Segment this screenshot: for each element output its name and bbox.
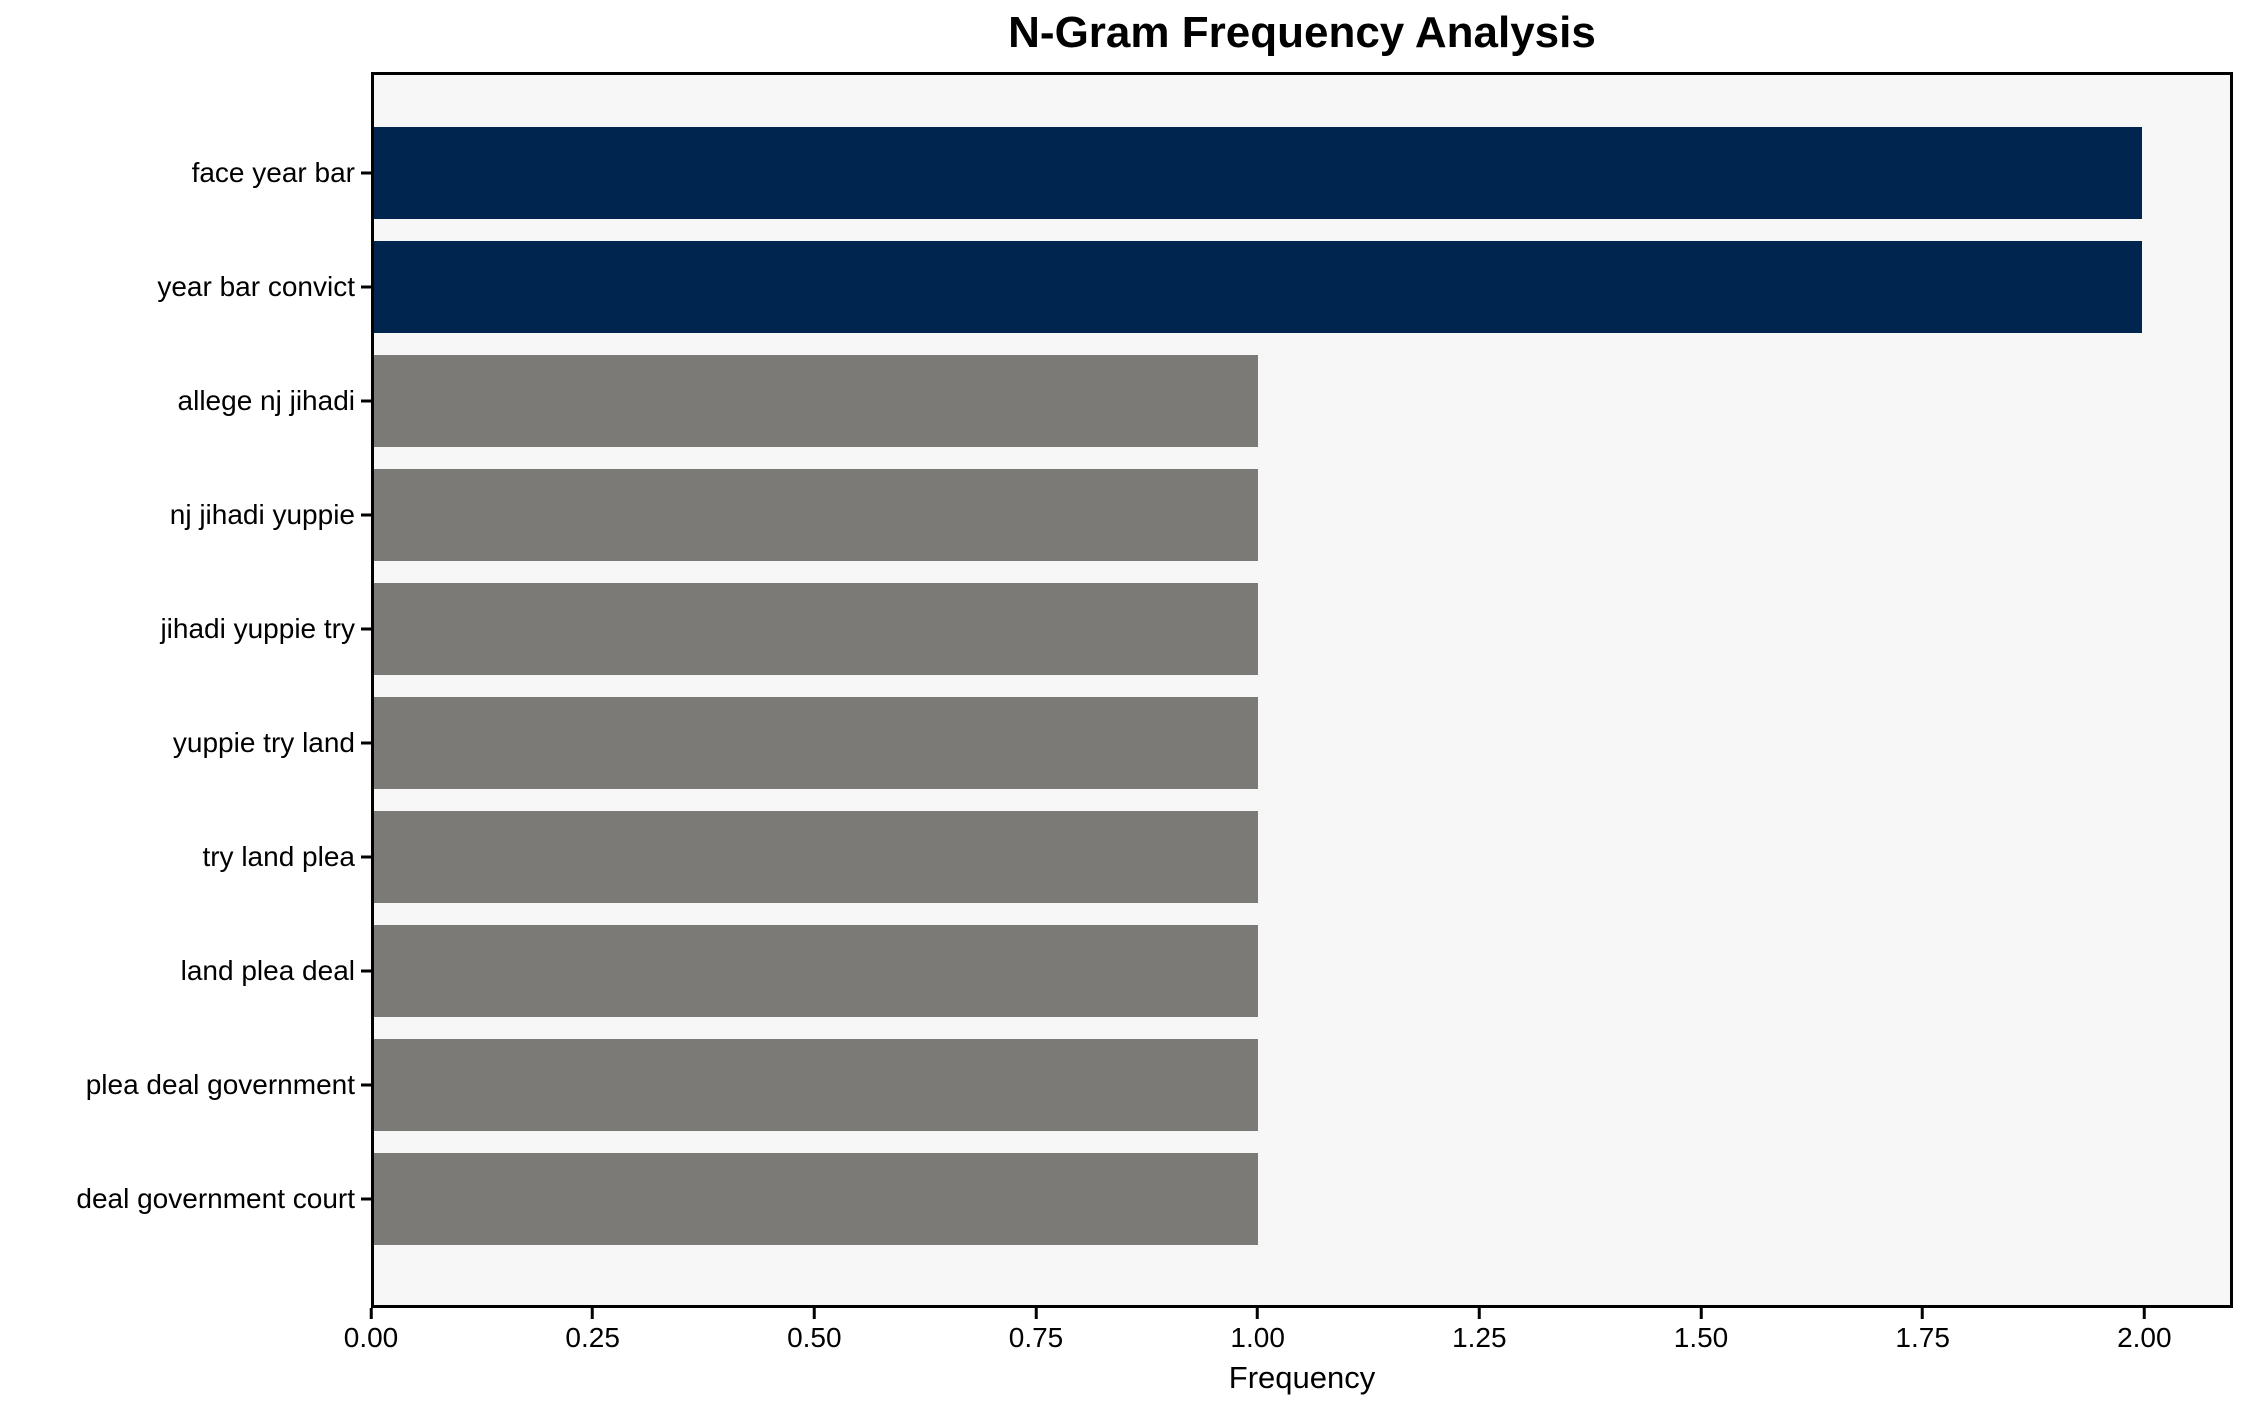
x-tick-mark (1256, 1308, 1260, 1319)
bar-row: yuppie try land (173, 686, 2230, 800)
x-tick-mark (2142, 1308, 2146, 1319)
bar-row: nj jihadi yuppie (170, 458, 2230, 572)
chart-title: N-Gram Frequency Analysis (1008, 8, 1596, 57)
bar (374, 127, 2142, 219)
y-tick-mark (361, 969, 371, 973)
x-tick: 0.25 (565, 1308, 620, 1354)
x-tick-mark (1699, 1308, 1703, 1319)
x-tick: 2.00 (2117, 1308, 2172, 1354)
x-tick: 1.50 (1673, 1308, 1729, 1354)
x-tick-label: 1.75 (1895, 1322, 1950, 1353)
y-tick-mark (361, 285, 371, 289)
plot-area: face year bar year bar convict allege nj j… (76, 72, 2233, 1308)
y-tick-label: yuppie try land (172, 727, 355, 758)
x-tick: 0.00 (343, 1308, 399, 1354)
y-tick-label: plea deal government (85, 1069, 355, 1100)
x-tick: 0.75 (1008, 1308, 1064, 1354)
bar (374, 697, 1258, 789)
x-tick-label: 0.50 (787, 1322, 842, 1353)
y-tick-mark (361, 741, 371, 745)
x-tick-label: 1.50 (1673, 1322, 1729, 1353)
y-tick-label: deal government court (76, 1183, 355, 1214)
y-tick-mark (361, 1083, 371, 1087)
bar (374, 1039, 1258, 1131)
bar (374, 583, 1258, 675)
x-tick: 0.50 (787, 1308, 842, 1354)
bar-row: deal government court (76, 1142, 2230, 1256)
bar (374, 925, 1258, 1017)
x-tick-label: 2.00 (2117, 1322, 2172, 1353)
x-tick-mark (369, 1308, 373, 1319)
y-tick-label: face year bar (191, 157, 355, 188)
y-tick-mark (361, 855, 371, 859)
y-tick-mark (361, 171, 371, 175)
bar (374, 469, 1258, 561)
x-tick-label: 1.00 (1230, 1322, 1285, 1353)
x-tick: 1.25 (1452, 1308, 1507, 1354)
bar-row: jihadi yuppie try (160, 572, 2230, 686)
y-tick-label: nj jihadi yuppie (169, 499, 355, 530)
y-tick-mark (361, 513, 371, 517)
y-tick-label: allege nj jihadi (177, 385, 355, 416)
y-tick-label: jihadi yuppie try (160, 613, 355, 644)
x-tick-mark (1921, 1308, 1925, 1319)
y-tick-mark (361, 399, 371, 403)
bar-row: year bar convict (157, 230, 2230, 344)
bar (374, 811, 1258, 903)
y-tick-mark (361, 1197, 371, 1201)
bar-row: allege nj jihadi (178, 344, 2230, 458)
y-tick-mark (361, 627, 371, 631)
x-tick-mark (1477, 1308, 1481, 1319)
y-tick-label: year bar convict (157, 271, 355, 302)
x-tick-mark (1034, 1308, 1038, 1319)
bar-row: face year bar (192, 116, 2230, 230)
y-tick-label: land plea deal (180, 955, 355, 986)
x-tick: 1.75 (1895, 1308, 1950, 1354)
x-axis-label: Frequency (1228, 1360, 1376, 1395)
bar (374, 241, 2142, 333)
bar (374, 1153, 1258, 1245)
x-tick-mark (812, 1308, 816, 1319)
x-axis: 0.00 0.25 0.50 0.75 1.00 1.25 1.50 1.75 2.00 (344, 1308, 2233, 1358)
x-tick-label: 0.75 (1008, 1322, 1064, 1353)
x-tick-label: 0.00 (343, 1322, 399, 1353)
bar (374, 355, 1258, 447)
x-tick-label: 1.25 (1452, 1322, 1507, 1353)
bars-container: face year bar year bar convict allege nj j… (76, 75, 2230, 1305)
x-tick: 1.00 (1230, 1308, 1285, 1354)
bar-row: plea deal government (86, 1028, 2230, 1142)
x-tick-label: 0.25 (565, 1322, 620, 1353)
bar-row: try land plea (202, 800, 2230, 914)
bar-row: land plea deal (181, 914, 2230, 1028)
y-tick-label: try land plea (202, 841, 355, 872)
x-tick-mark (591, 1308, 595, 1319)
